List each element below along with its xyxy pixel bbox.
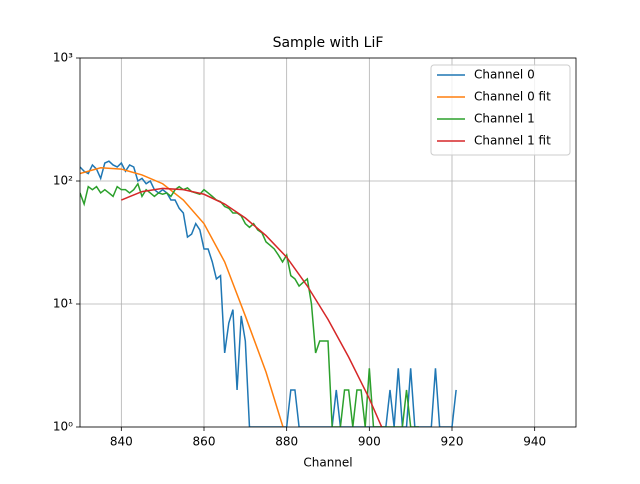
x-tick-label: 920 bbox=[441, 435, 464, 449]
x-tick-label: 840 bbox=[110, 435, 133, 449]
y-tick-label: 10² bbox=[53, 174, 73, 188]
x-tick-label: 940 bbox=[523, 435, 546, 449]
series-line bbox=[80, 182, 419, 427]
legend-box bbox=[430, 64, 571, 156]
x-axis-label: Channel bbox=[303, 456, 352, 470]
legend-label: Channel 1 fit bbox=[474, 134, 551, 148]
legend: Channel 0 Channel 0 fit Channel 1 Channel 1… bbox=[430, 64, 571, 156]
series-line bbox=[80, 160, 457, 427]
y-tick-label: 10¹ bbox=[53, 297, 73, 311]
legend-label: Channel 1 bbox=[474, 112, 535, 126]
y-tick-label: 10⁰ bbox=[53, 420, 73, 434]
series-line bbox=[121, 187, 383, 427]
legend-label: Channel 0 bbox=[474, 68, 535, 82]
plot-area bbox=[80, 160, 457, 427]
legend-label: Channel 0 fit bbox=[474, 90, 551, 104]
series-line bbox=[80, 167, 284, 427]
ticks: 840 860 880 900 920 940 10⁰ 10¹ 10² 10³ bbox=[53, 51, 546, 449]
axes-frame bbox=[79, 57, 577, 428]
y-tick-label: 10³ bbox=[53, 51, 73, 65]
chart-title: Sample with LiF bbox=[273, 35, 384, 51]
x-tick-label: 900 bbox=[358, 435, 381, 449]
x-tick-label: 860 bbox=[193, 435, 216, 449]
x-tick-label: 880 bbox=[275, 435, 298, 449]
